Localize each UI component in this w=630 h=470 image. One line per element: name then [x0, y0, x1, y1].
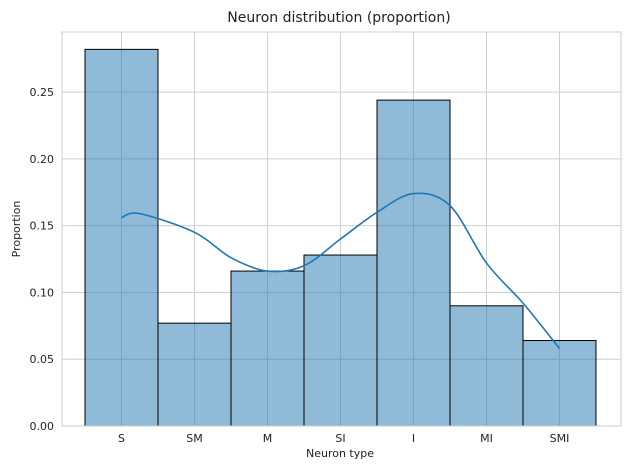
x-tick-label: SMI: [550, 432, 570, 445]
y-tick-label: 0.25: [30, 86, 55, 99]
bar-layer: [84, 48, 597, 427]
y-tick-label: 0.00: [30, 420, 55, 433]
plot-frame: [61, 31, 622, 427]
x-tick-label: I: [412, 432, 415, 445]
x-tick-label: M: [263, 432, 273, 445]
bar: [522, 340, 597, 427]
y-tick-label: 0.15: [30, 220, 55, 233]
x-axis-label: Neuron type: [306, 447, 374, 460]
bar: [230, 270, 305, 427]
x-tick-label: MI: [480, 432, 493, 445]
x-tick-label: S: [118, 432, 125, 445]
x-tick-label: SI: [335, 432, 345, 445]
bar: [84, 48, 159, 427]
y-tick-label: 0.20: [30, 153, 55, 166]
bar: [303, 254, 378, 427]
y-tick-label: 0.05: [30, 353, 55, 366]
kde-line: [121, 192, 561, 350]
bar: [157, 322, 232, 427]
y-tick-label: 0.10: [30, 286, 55, 299]
x-tick-label: SM: [186, 432, 202, 445]
bar: [449, 305, 524, 427]
y-axis-label: Proportion: [10, 201, 23, 258]
chart-title: Neuron distribution (proportion): [227, 10, 450, 26]
tick-layer: 0.00 0.05 0.10 0.15 0.20 0.25 S SM M SI I MI SMI: [30, 86, 570, 445]
bar: [376, 99, 451, 427]
